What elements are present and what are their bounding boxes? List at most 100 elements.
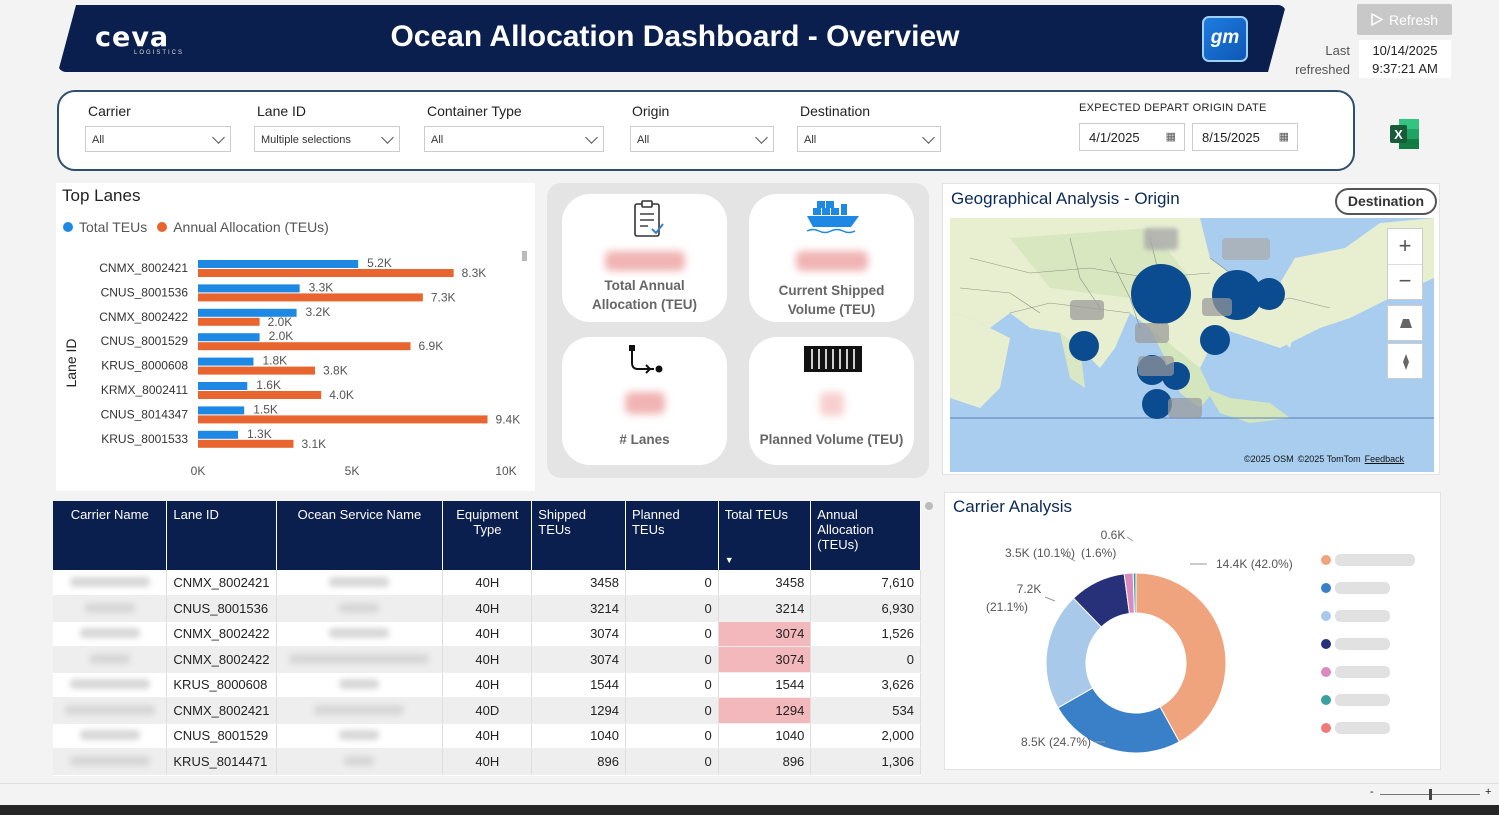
zoom-in-button[interactable]: +	[1388, 229, 1422, 265]
bar-total-teus[interactable]	[198, 260, 359, 268]
container-type-filter-value: All	[431, 134, 444, 146]
donut-slice[interactable]	[1132, 572, 1137, 614]
legend-marker[interactable]	[1321, 667, 1331, 677]
legend-marker[interactable]	[1321, 695, 1331, 705]
data-label-annual: 3.1K	[301, 437, 326, 451]
col-annual-allocation[interactable]: Annual Allocation (TEUs)	[810, 501, 921, 570]
lane-id-filter-select[interactable]: Multiple selections	[254, 126, 400, 152]
last-refreshed-time: 9:37:21 AM	[1372, 61, 1438, 76]
category-label: KRUS_8001533	[101, 432, 188, 446]
map-bubble[interactable]	[1131, 264, 1191, 324]
table-row[interactable]: CNMX_8002422 40H 3074 0 3074 1,526	[53, 621, 921, 647]
bar-total-teus[interactable]	[198, 357, 254, 366]
bar-total-teus[interactable]	[198, 430, 239, 439]
donut-data-label: (1.6%)	[1081, 546, 1116, 560]
x-tick-label: 5K	[345, 464, 360, 478]
map-bubble[interactable]	[1200, 325, 1230, 355]
start-date-input[interactable]: 4/1/2025 ▦	[1079, 123, 1185, 151]
origin-filter-select[interactable]: All	[630, 126, 774, 152]
table-row[interactable]: KRUS_8000608 40H 1544 0 1544 3,626	[53, 672, 921, 698]
excel-export-icon[interactable]: X	[1389, 116, 1421, 152]
x-tick-label: 0K	[191, 464, 206, 478]
bar-total-teus[interactable]	[198, 406, 245, 415]
data-label-total: 1.5K	[253, 402, 278, 416]
table-row[interactable]: CNUS_8001529 40H 1040 0 1040 2,000	[53, 723, 921, 749]
cell-shipped-teus: 896	[531, 748, 626, 775]
table-row[interactable]: CNUS_8001536 40H 3214 0 3214 6,930	[53, 595, 921, 622]
cell-annual-allocation: 2,000	[810, 723, 921, 749]
zoom-controls: + −	[1387, 228, 1423, 300]
bar-annual-allocation[interactable]	[198, 439, 294, 448]
col-total-teus[interactable]: Total TEUs ▼	[718, 501, 812, 570]
bar-annual-allocation[interactable]	[198, 391, 322, 399]
table-row[interactable]: CNMX_8002422 40H 3074 0 3074 0	[53, 646, 921, 673]
container-type-filter-select[interactable]: All	[424, 126, 604, 152]
calendar-icon[interactable]: ▦	[1165, 131, 1176, 143]
col-carrier-name[interactable]: Carrier Name	[53, 501, 168, 570]
zoom-out-button[interactable]: −	[1398, 268, 1412, 293]
cell-ocean-service-name	[276, 672, 444, 698]
legend-marker[interactable]	[1321, 583, 1331, 593]
cell-total-teus: 1040	[718, 723, 812, 749]
cell-total-teus: 3214	[718, 595, 812, 622]
bar-annual-allocation[interactable]	[198, 415, 488, 424]
bar-total-teus[interactable]	[198, 284, 300, 293]
map-bubble[interactable]	[1069, 331, 1099, 361]
map-bubble[interactable]	[1142, 389, 1172, 419]
redacted-text	[84, 602, 135, 613]
col-shipped-teus[interactable]: Shipped TEUs	[531, 501, 626, 570]
cell-carrier-name	[53, 748, 168, 775]
cell-equipment-type: 40H	[442, 748, 533, 775]
origin-map[interactable]: + − ©2025 OSM ©2025 TomTom Feedback	[950, 218, 1434, 472]
map-bubble[interactable]	[1253, 278, 1285, 310]
compass-button[interactable]	[1387, 343, 1423, 379]
zoom-in-page[interactable]: +	[1485, 786, 1492, 798]
destination-toggle-button[interactable]: Destination	[1335, 188, 1437, 215]
bar-annual-allocation[interactable]	[198, 366, 316, 375]
zoom-out-page[interactable]: -	[1370, 786, 1374, 798]
destination-filter-select[interactable]: All	[797, 126, 941, 152]
calendar-icon[interactable]: ▦	[1278, 131, 1289, 143]
page-zoom-handle[interactable]	[1429, 789, 1432, 800]
kpi-value-redacted	[795, 251, 868, 271]
donut-slice[interactable]	[1135, 572, 1227, 743]
cell-total-teus: 3458	[718, 570, 812, 596]
redacted-text	[289, 653, 430, 664]
carrier-filter-select[interactable]: All	[85, 126, 231, 152]
cell-planned-teus: 0	[625, 570, 719, 596]
redacted-text	[329, 577, 390, 587]
legend-marker[interactable]	[1321, 723, 1331, 733]
table-row[interactable]: CNMX_8002421 40D 1294 0 1294 534	[53, 697, 921, 724]
tilt-button[interactable]	[1387, 305, 1423, 341]
col-lane-id[interactable]: Lane ID	[166, 501, 277, 570]
data-label-annual: 3.8K	[323, 364, 348, 378]
bar-total-teus[interactable]	[198, 382, 248, 390]
map-feedback-link[interactable]: Feedback	[1364, 454, 1405, 464]
col-planned-teus[interactable]: Planned TEUs	[625, 501, 719, 570]
carrier-filter-value: All	[92, 134, 105, 146]
table-row[interactable]: KRUS_8014471 40H 896 0 896 1,306	[53, 748, 921, 775]
bar-annual-allocation[interactable]	[198, 293, 423, 302]
map-label-redacted	[1202, 298, 1232, 316]
data-label-annual: 9.4K	[496, 412, 521, 426]
bar-annual-allocation[interactable]	[198, 342, 411, 351]
bar-total-teus[interactable]	[198, 333, 260, 342]
chart-scrollbar[interactable]	[522, 251, 527, 261]
start-date-value: 4/1/2025	[1089, 130, 1140, 145]
end-date-input[interactable]: 8/15/2025 ▦	[1192, 123, 1298, 151]
scroll-indicator[interactable]	[925, 502, 933, 510]
data-label-total: 3.3K	[309, 280, 334, 294]
bar-total-teus[interactable]	[198, 308, 297, 317]
legend-marker[interactable]	[1321, 639, 1331, 649]
chevron-down-icon	[922, 131, 935, 144]
col-equipment-type[interactable]: Equipment Type	[442, 501, 533, 570]
bar-annual-allocation[interactable]	[198, 269, 454, 277]
category-label: CNUS_8014347	[101, 407, 189, 421]
col-ocean-service-name[interactable]: Ocean Service Name	[276, 501, 444, 570]
refresh-button[interactable]: Refresh	[1357, 4, 1452, 35]
legend-marker[interactable]	[1321, 611, 1331, 621]
table-row[interactable]: CNMX_8002421 40H 3458 0 3458 7,610	[53, 570, 921, 596]
origin-bubbles[interactable]	[950, 218, 1434, 472]
bar-annual-allocation[interactable]	[198, 317, 260, 326]
legend-marker[interactable]	[1321, 555, 1331, 565]
